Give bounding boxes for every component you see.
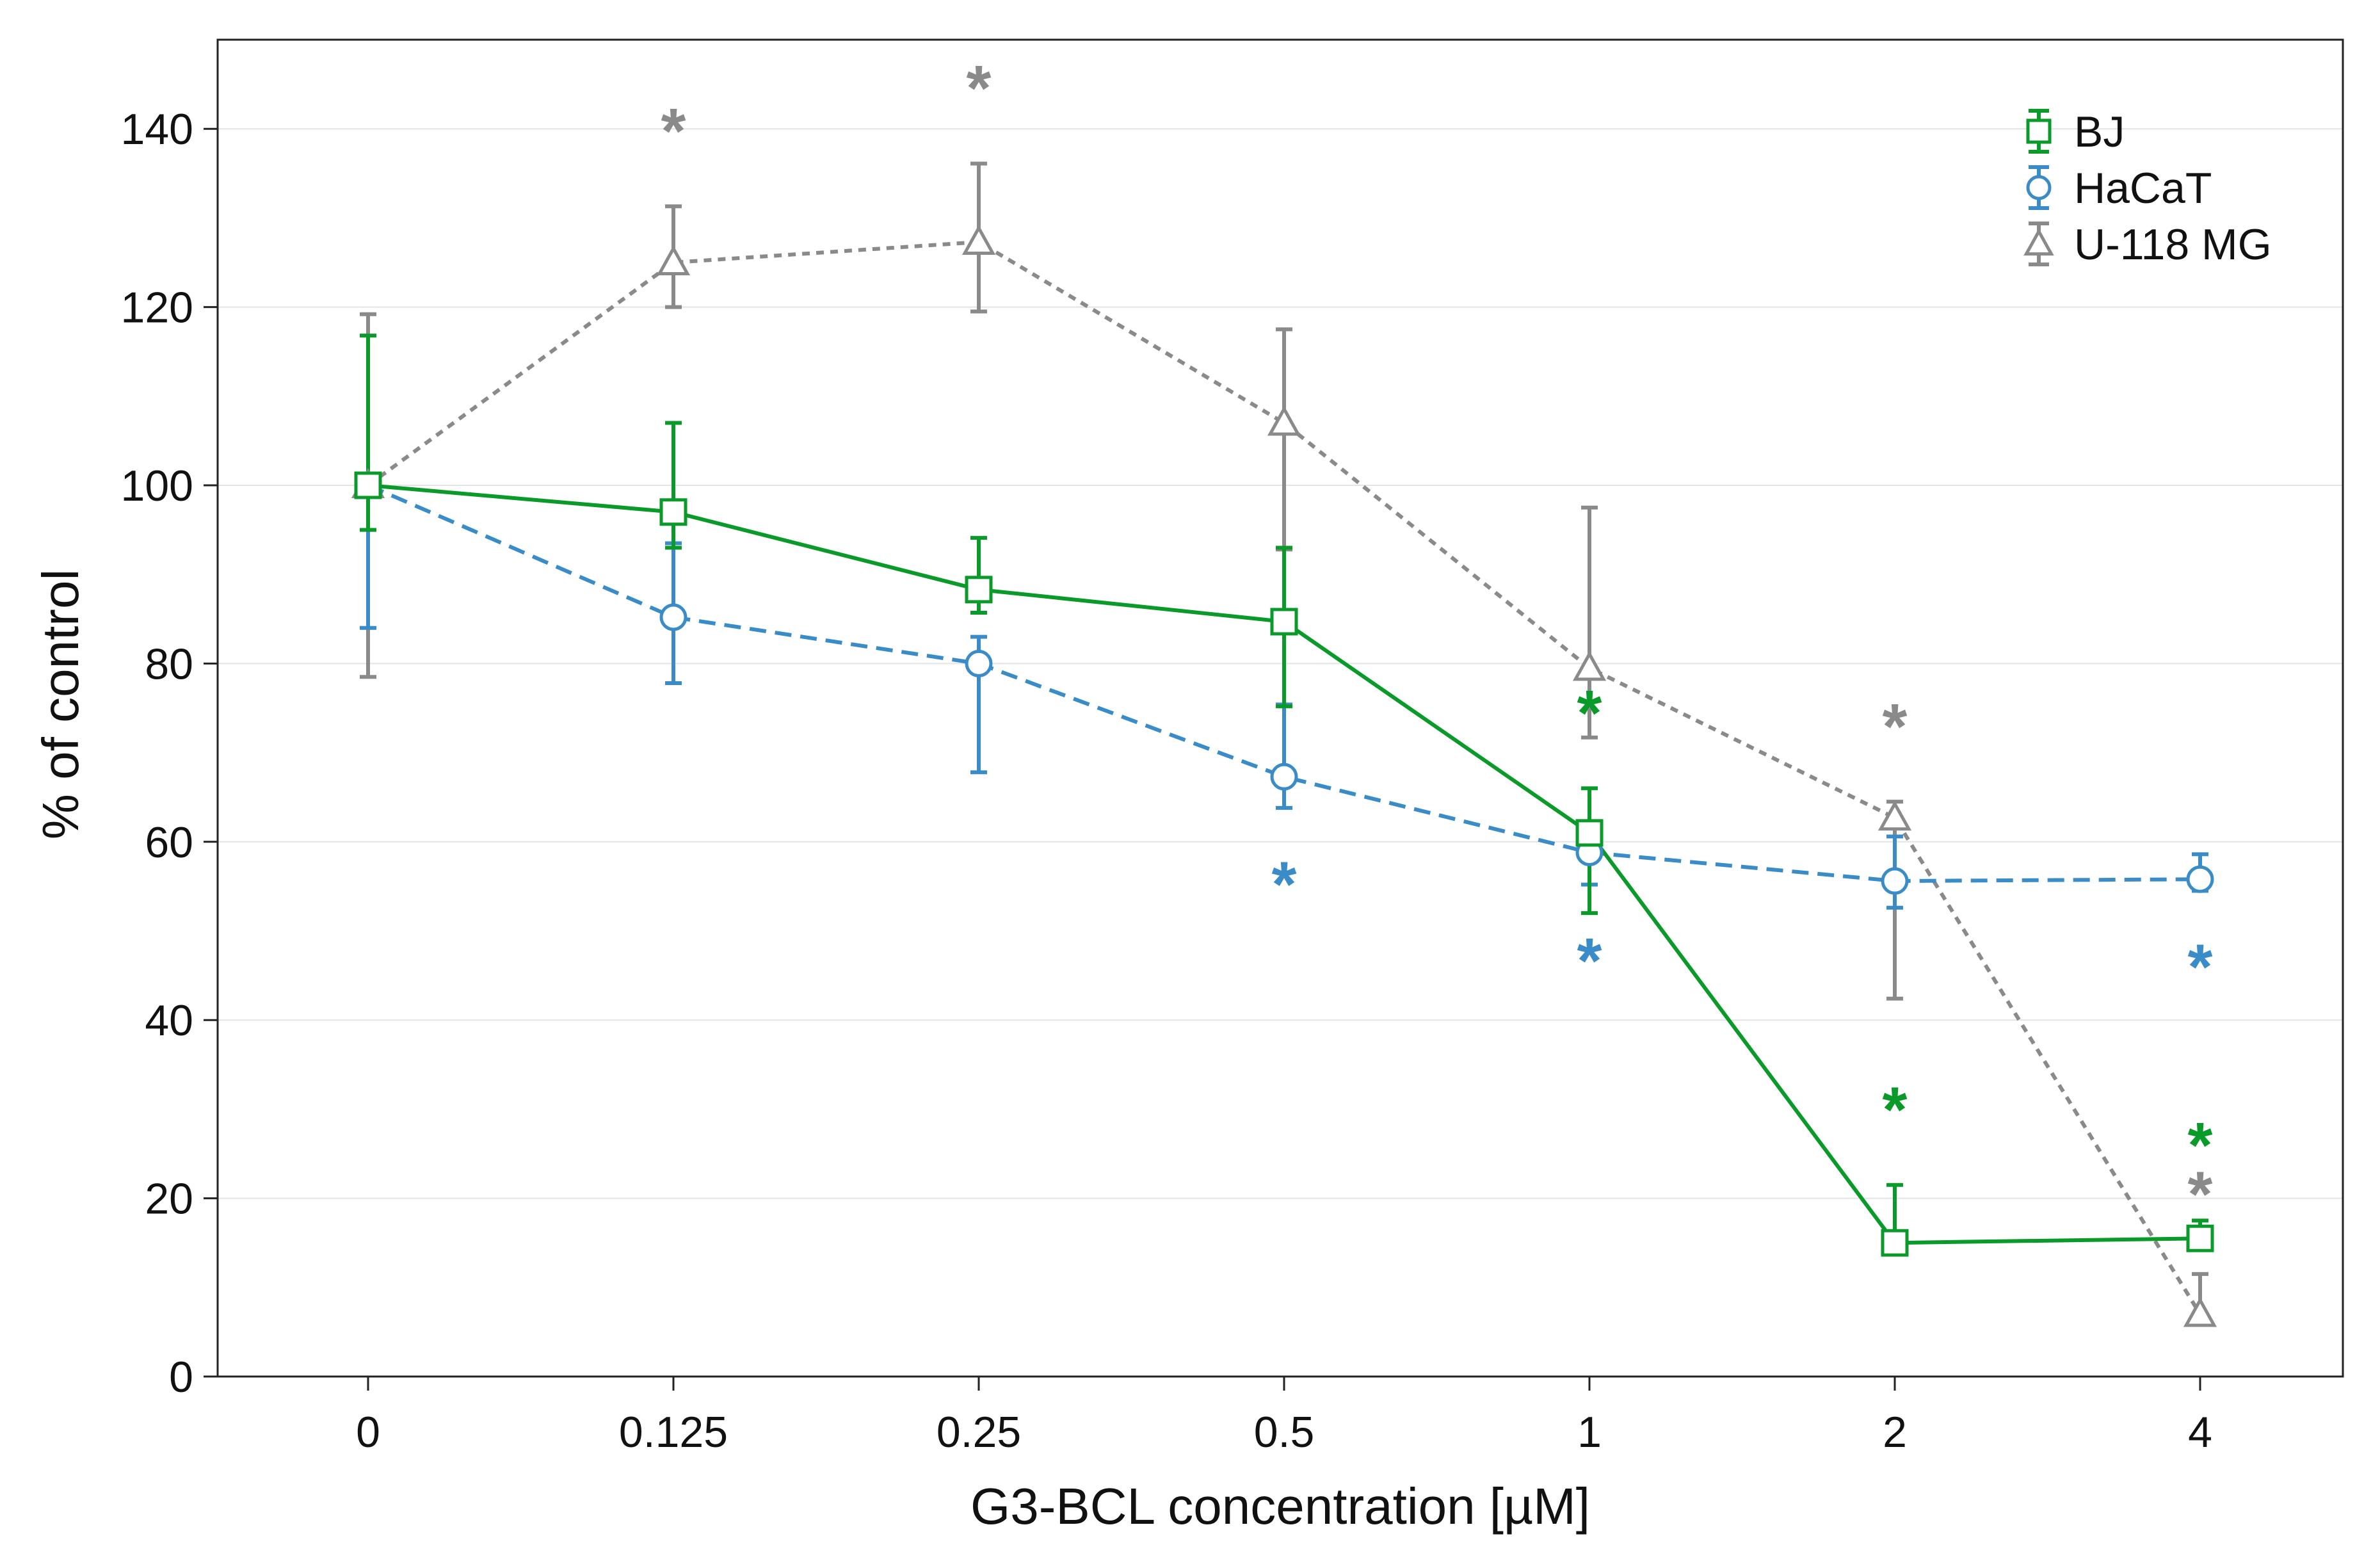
significance-u-118-mg: **** [661, 53, 2213, 1230]
legend-marker [2026, 175, 2052, 200]
data-point [354, 471, 382, 499]
data-point [1267, 405, 1301, 436]
data-point [2183, 1296, 2217, 1327]
y-tick-label: 140 [121, 105, 193, 154]
data-point [1572, 650, 1607, 681]
significance-bj: * * * [1577, 677, 2213, 1181]
data-point [1881, 1229, 1909, 1257]
x-tick-label: 4 [2188, 1408, 2212, 1457]
significance-hacat: * * * [1272, 848, 2213, 1003]
y-tick-label: 20 [145, 1175, 193, 1224]
data-point [659, 498, 687, 526]
data-point [2186, 865, 2214, 893]
significance-star: * [967, 53, 992, 124]
data-point [1881, 867, 1909, 895]
legend-marker [2026, 118, 2052, 144]
legend-label: HaCaT [2074, 164, 2212, 213]
y-tick-label: 0 [169, 1353, 193, 1401]
series-layer: ****** *** * [351, 53, 2217, 1327]
data-point [659, 603, 687, 631]
y-tick-label: 80 [145, 640, 193, 688]
markers-bj [354, 471, 2214, 1257]
legend-item-bj: BJ [2026, 108, 2125, 156]
legend-label: U-118 MG [2074, 220, 2272, 269]
data-point [1270, 763, 1298, 791]
data-point [1877, 800, 1912, 831]
data-point [656, 245, 691, 275]
legend-label: BJ [2074, 108, 2125, 156]
legend-item-hacat: HaCaT [2026, 164, 2212, 213]
significance-star: * [2188, 1159, 2213, 1231]
y-tick-label: 100 [121, 462, 193, 510]
significance-star: * [1577, 677, 1602, 749]
significance-star: * [1272, 848, 1297, 920]
legend-marker [2023, 228, 2054, 256]
x-axis-label: G3-BCL concentration [µM] [970, 1478, 1590, 1535]
significance-star: * [1883, 1074, 1908, 1145]
x-axis: 0 0.125 0.25 0.5 1 2 4 [356, 1377, 2212, 1457]
significance-star: * [2188, 1110, 2213, 1181]
x-tick-label: 1 [1577, 1408, 1602, 1457]
x-tick-label: 0.125 [619, 1408, 728, 1457]
y-axis-label: % of control [32, 569, 89, 839]
significance-star: * [1883, 691, 1908, 763]
data-point [961, 224, 996, 255]
legend-item-u-118-mg: U-118 MG [2023, 220, 2272, 269]
y-axis: 0 20 40 60 80 100 120 140 [121, 105, 218, 1401]
data-point [965, 649, 993, 677]
data-point [965, 576, 993, 604]
significance-star: * [2188, 932, 2213, 1003]
plot-area-frame [216, 38, 2344, 1378]
x-tick-label: 0.25 [937, 1408, 1021, 1457]
legend: BJ HaCaT U-118 MG [2023, 108, 2272, 269]
y-tick-label: 60 [145, 818, 193, 867]
gridlines [218, 128, 2343, 1199]
data-point [1270, 608, 1298, 636]
y-tick-label: 120 [121, 284, 193, 332]
data-point [2186, 1224, 2214, 1252]
significance-star: * [1577, 925, 1602, 997]
data-point [1575, 819, 1604, 847]
x-tick-label: 0 [356, 1408, 380, 1457]
significance-star: * [661, 95, 686, 167]
x-tick-label: 0.5 [1254, 1408, 1315, 1457]
x-tick-label: 2 [1883, 1408, 1907, 1457]
y-tick-label: 40 [145, 996, 193, 1045]
